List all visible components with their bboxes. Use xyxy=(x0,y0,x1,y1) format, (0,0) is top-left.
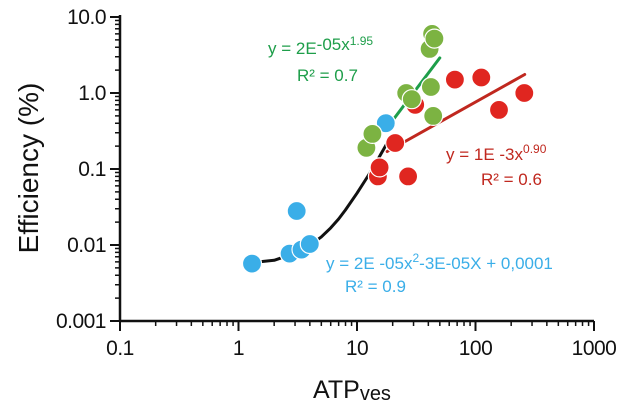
data-points xyxy=(241,23,535,274)
blue-eq-exp: 2 xyxy=(412,251,419,265)
green-eq-head: y = 2E xyxy=(268,39,317,58)
x-tick-label: 0.1 xyxy=(106,337,134,360)
green-fit-equation: y = 2E-05x1.95 xyxy=(268,34,373,58)
x-axis-title-sub: ves xyxy=(360,383,391,405)
green-point xyxy=(423,105,444,127)
blue-point xyxy=(299,233,320,255)
blue-fit-r2: R² = 0.9 xyxy=(345,277,406,296)
y-tick-label: 0.01 xyxy=(67,234,106,257)
red-eq-head: y = 1E -3x xyxy=(446,145,524,164)
y-axis-title: Efficiency (%) xyxy=(13,83,44,254)
green-fit-r2: R² = 0.7 xyxy=(297,66,358,85)
x-tick-label: 1000 xyxy=(572,337,617,360)
blue-fit-equation: y = 2E -05x2-3E-05X + 0,0001 xyxy=(326,251,553,273)
red-fit-equation: y = 1E -3x0.90 xyxy=(446,142,547,164)
blue-eq-tail: -3E-05X + 0,0001 xyxy=(419,254,553,273)
green-point xyxy=(424,28,445,49)
red-point xyxy=(471,67,492,88)
red-point xyxy=(444,69,465,90)
y-tick-label: 0.001 xyxy=(56,310,106,333)
x-axis-title-main: ATP xyxy=(313,376,360,404)
red-eq-exp: 0.90 xyxy=(523,142,547,156)
blue-point xyxy=(286,200,307,222)
red-fit-r2: R² = 0.6 xyxy=(481,170,542,189)
green-point xyxy=(362,123,383,144)
green-eq-mid: -05x xyxy=(317,35,351,54)
green-point xyxy=(401,89,422,110)
blue-eq-head: y = 2E -05x xyxy=(326,254,413,273)
red-point xyxy=(514,82,535,104)
green-point xyxy=(420,76,441,98)
x-axis-title: ATPves xyxy=(313,376,391,405)
y-tick-label: 0.1 xyxy=(78,158,106,181)
y-tick-label: 10.0 xyxy=(67,6,106,29)
red-point xyxy=(398,166,419,187)
x-tick-label: 100 xyxy=(459,337,493,360)
red-point xyxy=(488,99,510,121)
x-tick-label: 1 xyxy=(233,337,244,360)
y-tick-label: 1.0 xyxy=(78,82,106,105)
axes: 0.1 1 10 100 1000 0.001 0.01 0.1 1.0 10.0 xyxy=(56,6,617,360)
green-eq-exp: 1.95 xyxy=(350,34,374,48)
blue-point xyxy=(241,253,263,274)
red-point xyxy=(385,132,406,154)
red-fit-line xyxy=(385,73,527,153)
x-tick-label: 10 xyxy=(346,337,368,360)
blue-point xyxy=(375,113,396,134)
red-point xyxy=(369,157,390,178)
